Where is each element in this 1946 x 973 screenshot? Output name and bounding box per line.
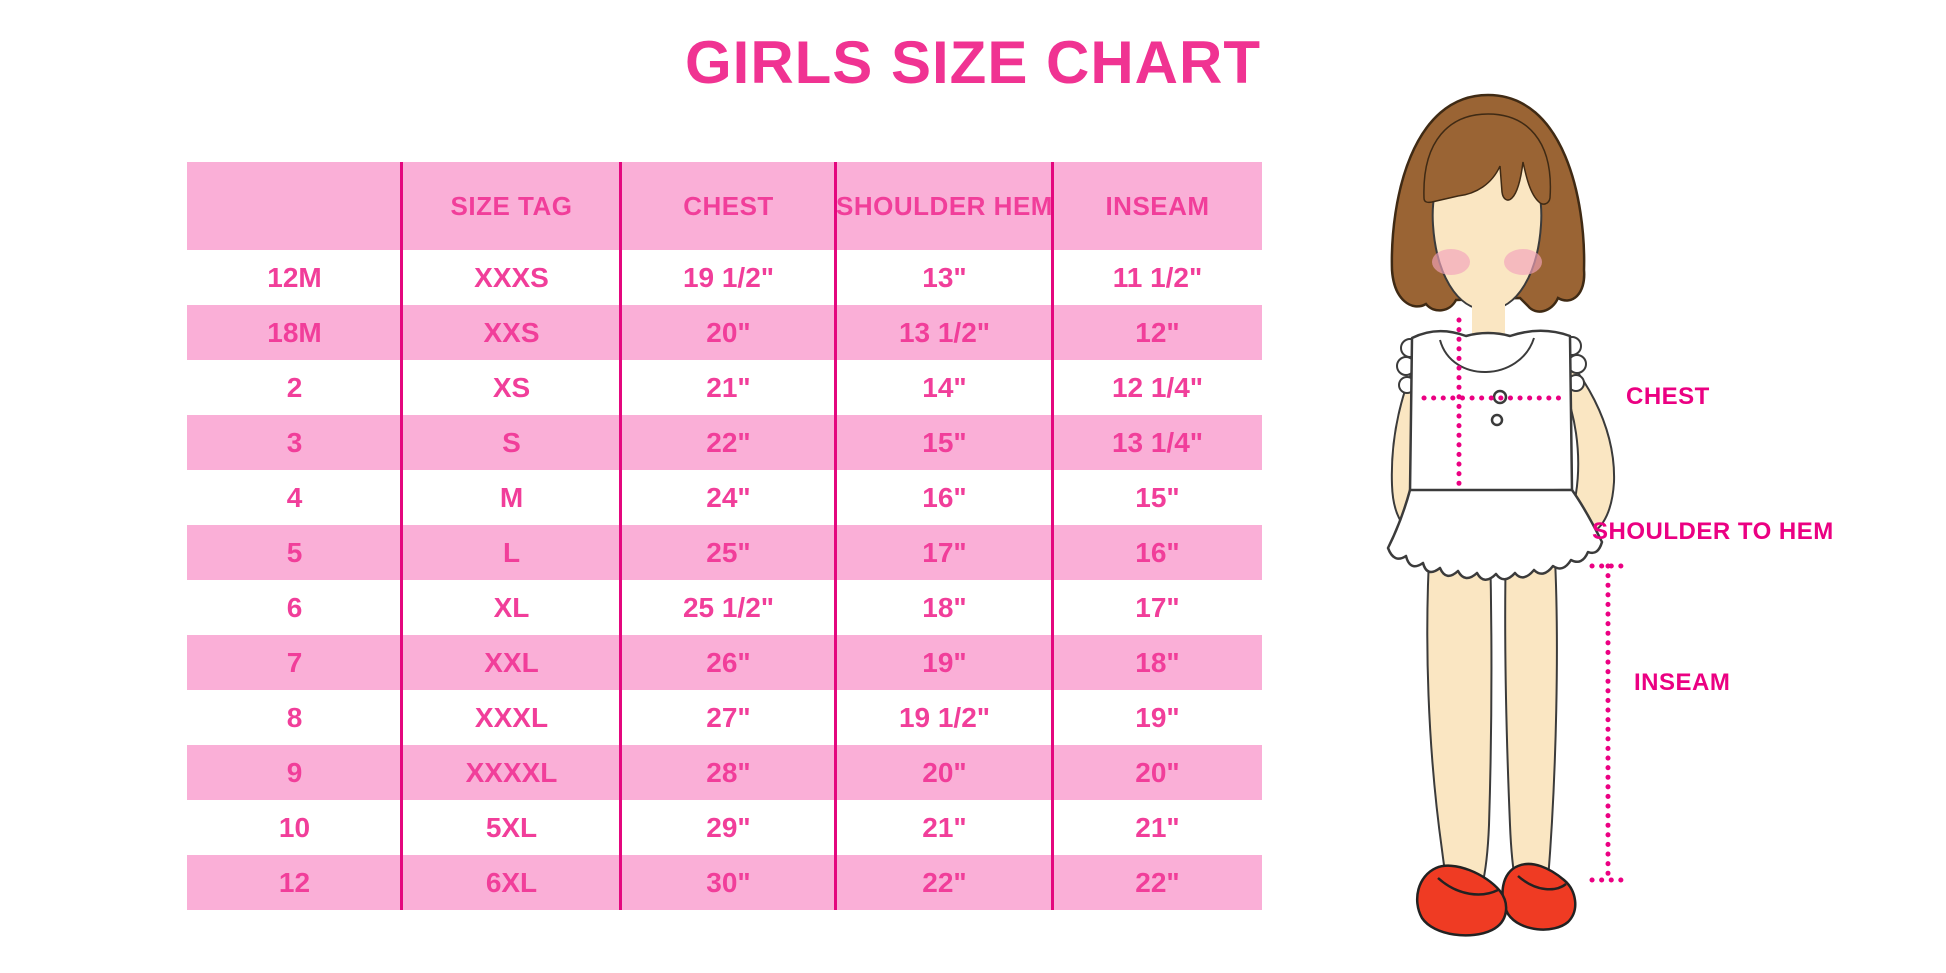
size-table-cell: 16" — [1053, 525, 1262, 580]
size-table-cell: 24" — [621, 470, 836, 525]
skirt — [1386, 488, 1604, 581]
column-header: SHOULDER HEM — [836, 162, 1053, 250]
size-table-cell: 13" — [836, 250, 1053, 305]
size-row-label: 9 — [187, 745, 402, 800]
column-header: INSEAM — [1053, 162, 1262, 250]
size-row-label: 7 — [187, 635, 402, 690]
size-table-cell: 26" — [621, 635, 836, 690]
blush-right — [1504, 249, 1542, 275]
size-table-cell: 25" — [621, 525, 836, 580]
size-table-cell: 22" — [1053, 855, 1262, 910]
shoe-left-strap — [1437, 877, 1499, 896]
leg-right — [1504, 538, 1558, 888]
size-chart-table-wrap: SIZE TAG CHEST SHOULDER HEM INSEAM 12M XXXS 19… — [187, 162, 1262, 910]
size-chart-table: SIZE TAG CHEST SHOULDER HEM INSEAM 12M XXXS 19… — [187, 162, 1262, 910]
size-table-cell: XL — [402, 580, 621, 635]
size-table-cell: XXXXL — [402, 745, 621, 800]
size-row-label: 6 — [187, 580, 402, 635]
size-table-cell: 30" — [621, 855, 836, 910]
shoe-right-strap — [1517, 875, 1567, 891]
shoe-left — [1415, 864, 1508, 937]
shoulder-to-hem-label: SHOULDER TO HEM — [1592, 518, 1834, 545]
size-table-cell: 20" — [621, 305, 836, 360]
size-table-cell: 28" — [621, 745, 836, 800]
size-table-cell: 19" — [1053, 690, 1262, 745]
size-table-cell: 19 1/2" — [836, 690, 1053, 745]
size-table-cell: 13 1/2" — [836, 305, 1053, 360]
size-table-cell: 21" — [836, 800, 1053, 855]
size-row-label: 3 — [187, 415, 402, 470]
column-header: CHEST — [621, 162, 836, 250]
size-table-cell: 19 1/2" — [621, 250, 836, 305]
size-table-cell: XXXL — [402, 690, 621, 745]
size-table-cell: 15" — [836, 415, 1053, 470]
inseam-label: INSEAM — [1634, 669, 1731, 696]
size-table-cell: 19" — [836, 635, 1053, 690]
size-table-cell: 29" — [621, 800, 836, 855]
chest-label: CHEST — [1626, 383, 1710, 410]
table-divider-3 — [834, 162, 837, 910]
size-table-cell: XXL — [402, 635, 621, 690]
size-table-cell: L — [402, 525, 621, 580]
bodice — [1408, 329, 1574, 494]
size-table-cell: M — [402, 470, 621, 525]
table-divider-1 — [400, 162, 403, 910]
size-table-cell: 5XL — [402, 800, 621, 855]
table-divider-4 — [1051, 162, 1054, 910]
measurement-figure: CHEST SHOULDER TO HEM INSEAM — [1320, 80, 1946, 973]
page-title: GIRLS SIZE CHART — [684, 29, 1261, 96]
neckline — [1439, 337, 1535, 373]
size-table-cell: 15" — [1053, 470, 1262, 525]
column-header-empty — [187, 162, 402, 250]
size-table-cell: 21" — [621, 360, 836, 415]
size-table-cell: 21" — [1053, 800, 1262, 855]
size-table-cell: S — [402, 415, 621, 470]
size-row-label: 4 — [187, 470, 402, 525]
size-row-label: 5 — [187, 525, 402, 580]
girl-illustration — [1386, 93, 1627, 937]
size-row-label: 18M — [187, 305, 402, 360]
blush-left — [1432, 249, 1470, 275]
size-table-cell: XXXS — [402, 250, 621, 305]
leg-left — [1426, 538, 1493, 887]
size-table-cell: 14" — [836, 360, 1053, 415]
size-table-cell: 18" — [1053, 635, 1262, 690]
size-table-cell: 17" — [836, 525, 1053, 580]
size-table-cell: 12 1/4" — [1053, 360, 1262, 415]
size-table-cell: 16" — [836, 470, 1053, 525]
size-table-cell: XS — [402, 360, 621, 415]
size-table-cell: XXS — [402, 305, 621, 360]
size-table-cell: 22" — [836, 855, 1053, 910]
size-table-cell: 13 1/4" — [1053, 415, 1262, 470]
size-row-label: 12M — [187, 250, 402, 305]
size-table-cell: 20" — [836, 745, 1053, 800]
bangs — [1423, 113, 1552, 205]
size-row-label: 12 — [187, 855, 402, 910]
size-table-cell: 17" — [1053, 580, 1262, 635]
size-table-cell: 20" — [1053, 745, 1262, 800]
size-row-label: 2 — [187, 360, 402, 415]
size-table-cell: 25 1/2" — [621, 580, 836, 635]
size-table-cell: 11 1/2" — [1053, 250, 1262, 305]
column-header: SIZE TAG — [402, 162, 621, 250]
table-divider-2 — [619, 162, 622, 910]
button-bottom — [1490, 413, 1504, 427]
size-table-cell: 18" — [836, 580, 1053, 635]
shoe-right — [1501, 862, 1577, 931]
size-row-label: 8 — [187, 690, 402, 745]
size-table-cell: 22" — [621, 415, 836, 470]
size-table-cell: 12" — [1053, 305, 1262, 360]
size-table-cell: 6XL — [402, 855, 621, 910]
size-table-cell: 27" — [621, 690, 836, 745]
size-row-label: 10 — [187, 800, 402, 855]
